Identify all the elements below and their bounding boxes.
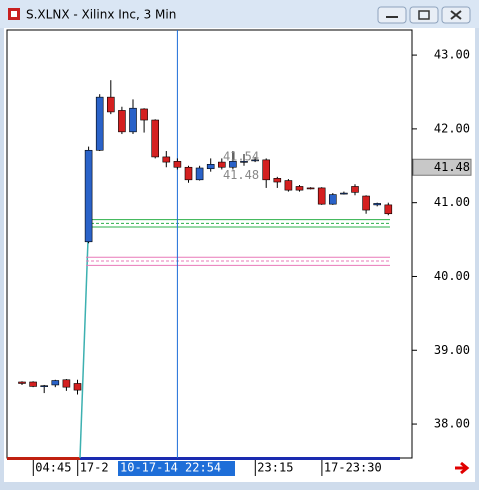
- plot-area: [6, 29, 413, 459]
- candle-body: [195, 167, 204, 181]
- x-tick-label: 17-2: [80, 461, 109, 475]
- candle-body: [40, 385, 49, 387]
- candle-body: [384, 204, 393, 215]
- candle-body: [340, 192, 348, 195]
- candle-body: [362, 195, 370, 211]
- candle-body: [295, 186, 304, 191]
- candle-body: [328, 194, 337, 205]
- last-price-label: 41.48: [434, 160, 470, 174]
- close-icon: [450, 10, 462, 20]
- y-tick-label: 38.00: [434, 417, 470, 431]
- candle-body: [129, 107, 137, 133]
- minimize-button[interactable]: [377, 6, 407, 24]
- candle-body: [317, 187, 326, 205]
- candle-body: [73, 383, 82, 391]
- crosshair-label-box: [118, 461, 235, 476]
- gap-line: [79, 239, 89, 459]
- session-strip-pre: [7, 457, 80, 460]
- price-annotation: 41.48: [223, 168, 259, 182]
- candle-body: [162, 156, 171, 163]
- candle-body: [173, 161, 182, 168]
- candle-body: [206, 164, 215, 170]
- candle-body: [118, 110, 126, 133]
- y-tick-label: 39.00: [434, 343, 470, 357]
- candle-body: [29, 381, 37, 387]
- crosshair-label: 10-17-14 22:54: [120, 461, 221, 475]
- candle-body: [351, 186, 359, 193]
- candle-body: [251, 159, 259, 162]
- y-tick-label: 40.00: [434, 269, 470, 283]
- last-price-box: [412, 158, 472, 176]
- candle-body: [306, 187, 315, 190]
- candle-body: [18, 381, 26, 384]
- candle-body: [62, 379, 71, 388]
- candle-body: [184, 166, 193, 181]
- candle-body: [284, 180, 293, 191]
- window-buttons[interactable]: [377, 6, 471, 24]
- maximize-button[interactable]: [409, 6, 439, 24]
- x-tick-label: 23:15: [257, 461, 293, 475]
- y-tick-label: 42.00: [434, 121, 470, 135]
- candle-body: [107, 96, 115, 113]
- maximize-icon: [418, 10, 430, 20]
- candle-body: [240, 161, 248, 163]
- x-tick-label: 17-23:30: [324, 461, 382, 475]
- candle-body: [262, 159, 271, 181]
- y-tick-label: 43.00: [434, 48, 470, 62]
- candle-body: [229, 161, 237, 168]
- scroll-arrow[interactable]: [455, 461, 470, 475]
- candle-body: [218, 161, 226, 168]
- x-tick-label: 04:45: [35, 461, 71, 475]
- price-annotation: 41.54: [223, 149, 259, 163]
- candle-body: [95, 96, 104, 151]
- window-title: S.XLNX - Xilinx Inc, 3 Min: [26, 8, 176, 22]
- candle-body: [84, 149, 93, 243]
- candle-body: [273, 178, 282, 183]
- app-icon-inner: [11, 11, 17, 17]
- session-strip-main: [80, 457, 400, 460]
- candle-body: [151, 119, 159, 158]
- candle-body: [373, 203, 382, 206]
- y-tick-label: 41.00: [434, 195, 470, 209]
- candle-body: [140, 108, 148, 121]
- candle-body: [51, 380, 60, 386]
